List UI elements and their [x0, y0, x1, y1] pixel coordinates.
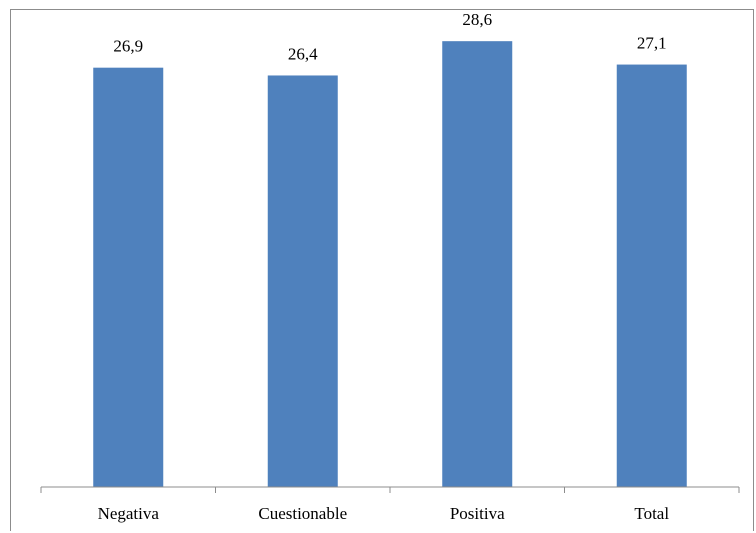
category-labels-group: Negativa Cuestionable Positiva Total — [98, 504, 670, 523]
bar-negativa — [93, 67, 164, 488]
bars-group — [93, 41, 687, 488]
value-label-positiva: 28,6 — [462, 10, 492, 29]
bar-cuestionable — [267, 75, 338, 488]
x-axis-ticks — [40, 487, 740, 493]
bar-total — [616, 64, 687, 487]
value-labels-group: 26,9 26,4 28,6 27,1 — [113, 10, 666, 63]
category-label-positiva: Positiva — [450, 504, 505, 523]
bar-positiva — [442, 41, 513, 487]
value-label-cuestionable: 26,4 — [288, 44, 318, 63]
chart-frame — [10, 9, 754, 531]
value-label-negativa: 26,9 — [113, 37, 143, 56]
category-label-total: Total — [634, 504, 669, 523]
value-label-total: 27,1 — [637, 34, 667, 53]
category-label-cuestionable: Cuestionable — [258, 504, 347, 523]
category-label-negativa: Negativa — [98, 504, 160, 523]
